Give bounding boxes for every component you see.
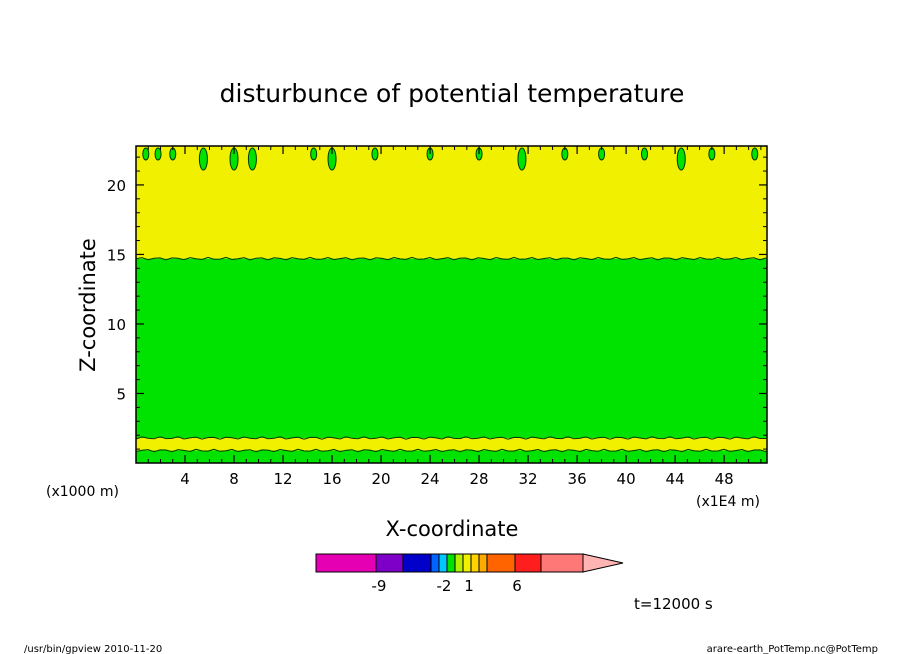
x-tick-label: 12 [273, 470, 292, 488]
x-tick-label: 28 [470, 470, 489, 488]
colorbar-segment [446, 553, 456, 573]
y-tick-label: 20 [107, 177, 126, 195]
top-blob [310, 147, 318, 161]
colorbar-arrow [582, 553, 624, 573]
colorbar-segment [478, 553, 488, 573]
x-tick-label: 4 [180, 470, 190, 488]
band-2 [136, 258, 767, 438]
top-blob [142, 147, 150, 161]
chart-title: disturbunce of potential temperature [220, 79, 685, 108]
colorbar-segment [438, 553, 448, 573]
colorbar-segment [430, 553, 440, 573]
y-axis-label: Z-coordinate [76, 238, 100, 372]
x-tick-label: 48 [715, 470, 734, 488]
x-tick-label: 16 [322, 470, 341, 488]
colorbar-segment [315, 553, 377, 573]
x-tick-label: 44 [666, 470, 685, 488]
contour-line-2 [135, 436, 766, 440]
colorbar-segment [514, 553, 542, 573]
contour-line-3 [135, 256, 767, 261]
y-tick-label: 10 [107, 316, 126, 334]
colorbar: -9 -2 1 6 [315, 553, 624, 595]
x-tick-label: 20 [372, 470, 391, 488]
x-tick-label: 24 [421, 470, 440, 488]
colorbar-label: -2 [437, 577, 452, 595]
top-blob [247, 147, 257, 171]
top-blob [517, 147, 527, 171]
x-tick-label: 8 [229, 470, 239, 488]
band-0 [136, 450, 767, 463]
plot-frame [135, 145, 768, 464]
colorbar-label: 1 [464, 577, 474, 595]
band-1 [136, 437, 767, 451]
colorbar-segment [375, 553, 404, 573]
x-axis-label: X-coordinate [386, 517, 519, 541]
colorbar-segment [540, 553, 584, 573]
top-blob [751, 147, 759, 161]
y-tick-label: 15 [107, 246, 126, 264]
x-unit-left: (x1000 m) [46, 484, 119, 500]
x-tick-label: 36 [568, 470, 587, 488]
colorbar-segment [454, 553, 464, 573]
colorbar-segment [402, 553, 432, 573]
colorbar-segment [486, 553, 516, 573]
colorbar-label: 6 [512, 577, 522, 595]
contour-line-1 [135, 448, 767, 453]
band-3 [136, 146, 767, 259]
x-unit-right: (x1E4 m) [696, 494, 760, 510]
x-tick-label: 40 [617, 470, 636, 488]
top-blob [198, 147, 208, 171]
y-tick-label: 5 [116, 385, 126, 403]
time-label: t=12000 s [634, 595, 713, 613]
colorbar-segment [470, 553, 480, 573]
colorbar-label: -9 [372, 577, 387, 595]
x-tick-label: 32 [519, 470, 538, 488]
top-blob [371, 147, 379, 161]
colorbar-segment [462, 553, 472, 573]
top-blob [640, 147, 648, 161]
top-blob [676, 147, 686, 171]
top-blob [154, 147, 162, 161]
footer-right: arare-earth_PotTemp.nc@PotTemp [707, 644, 878, 654]
footer-left: /usr/bin/gpview 2010-11-20 [24, 644, 162, 654]
